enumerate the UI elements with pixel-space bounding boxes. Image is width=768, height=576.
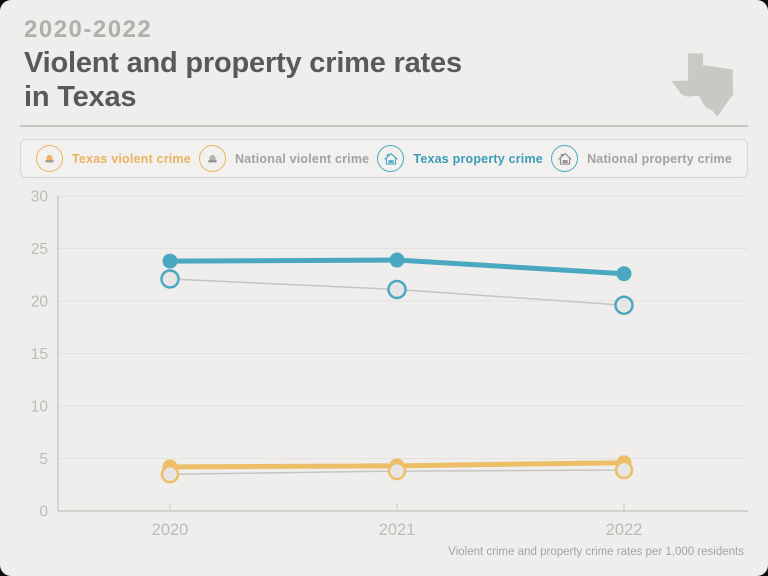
y-tick-label: 5 [39,451,48,468]
siren-icon [199,145,227,172]
data-point-texas-property-crime [616,266,632,282]
chart-legend: Texas violent crime National violent cri… [20,139,748,178]
texas-state-icon [671,53,734,117]
x-tick-label: 2022 [606,521,643,539]
data-point-national-violent-crime [614,460,634,480]
y-tick-label: 20 [31,294,49,311]
page-title: Violent and property crime rates in Texa… [24,47,462,113]
date-range-label: 2020-2022 [24,16,153,43]
legend-label: National property crime [587,151,732,166]
chart-caption: Violent crime and property crime rates p… [448,546,744,558]
y-tick-label: 15 [31,346,48,363]
house-icon [377,145,405,172]
data-point-national-property-crime [387,279,407,300]
data-point-national-property-crime [160,269,180,289]
y-tick-label: 0 [39,504,48,521]
x-tick-label: 2021 [379,521,416,539]
legend-item-national-property-crime: National property crime [551,145,732,172]
legend-label: Texas property crime [413,151,543,166]
legend-item-texas-violent-crime: Texas violent crime [36,145,191,172]
legend-item-national-violent-crime: National violent crime [199,145,369,172]
y-tick-label: 30 [31,189,49,206]
y-tick-label: 10 [31,399,49,416]
data-point-national-property-crime [614,295,634,315]
data-point-national-violent-crime [160,465,180,484]
y-tick-label: 25 [31,241,48,258]
x-tick-label: 2020 [152,521,189,539]
legend-item-texas-property-crime: Texas property crime [377,145,543,172]
data-point-texas-property-crime [389,252,405,268]
header-divider [20,125,748,127]
legend-label: National violent crime [235,151,370,166]
data-point-texas-property-crime [162,253,178,269]
data-point-national-violent-crime [387,461,407,481]
legend-label: Texas violent crime [72,151,191,166]
siren-icon [36,145,63,172]
house-icon [551,145,579,172]
